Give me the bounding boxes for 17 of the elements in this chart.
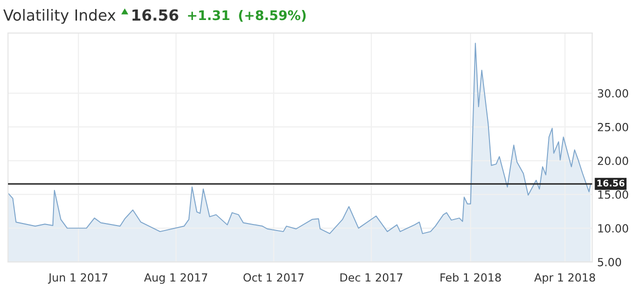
x-tick-label: Jun 1 2017 [48,273,108,284]
text: +1.31 [188,10,230,20]
y-tick-label: 5.00 [598,258,622,266]
text: (+8.59%) [239,10,306,22]
ref-line-label: 16.56 [597,180,624,187]
y-tick-label: 25.00 [598,122,628,132]
y-tick-label: 10.00 [598,224,628,233]
text: 16.56 [132,9,178,21]
chart-title: Volatility Index [3,8,116,24]
x-tick-label: Feb 1 2018 [440,273,501,282]
y-tick-label: 15.00 [598,190,628,199]
x-tick-label: Apr 1 2018 [534,273,596,284]
y-tick-label: 30.00 [598,89,628,98]
y-tick-label: 20.00 [598,156,628,166]
x-tick-label: Dec 1 2017 [340,273,402,282]
x-tick-label: Aug 1 2017 [144,273,208,284]
x-tick-label: Oct 1 2017 [244,273,304,282]
